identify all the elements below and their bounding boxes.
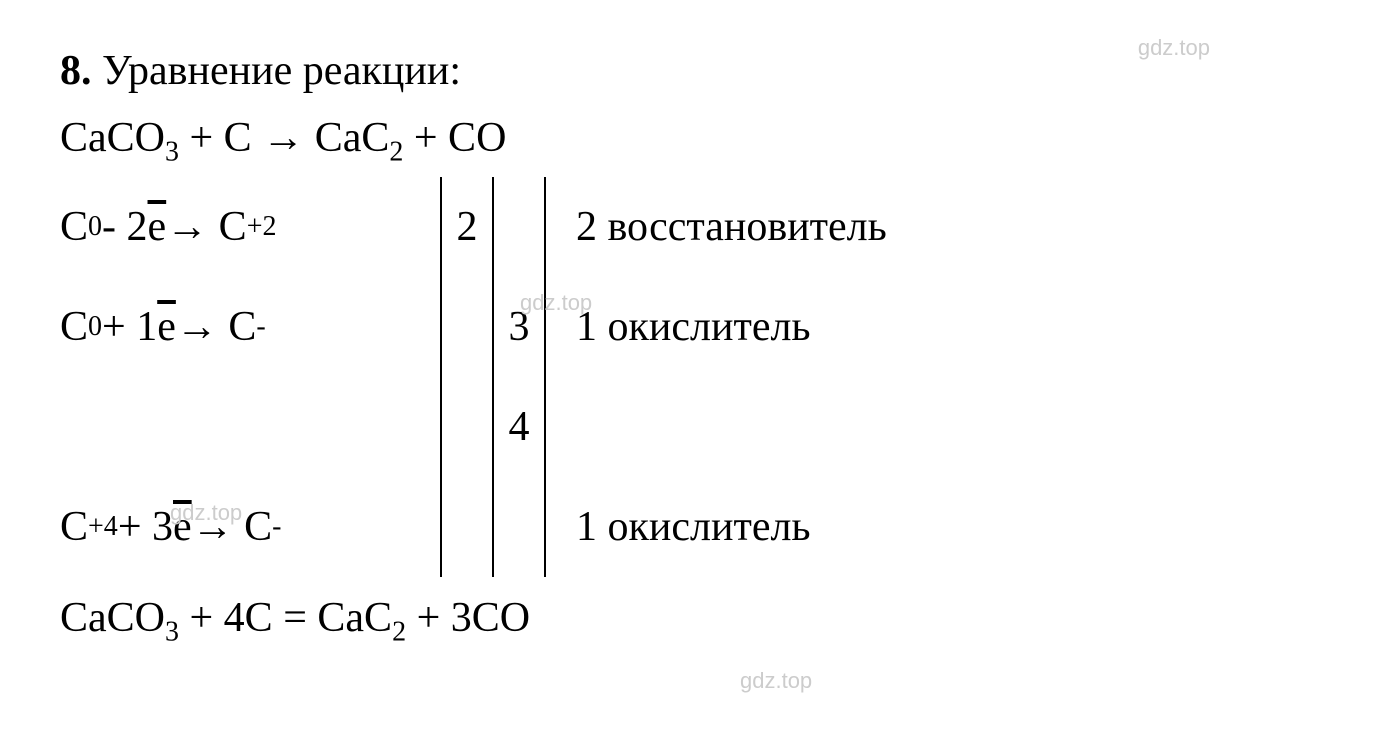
problem-number: 8. [60,48,92,94]
header-title: Уравнение реакции: [102,48,461,94]
balance-col-1: 2 [442,177,492,577]
balance-left-column: C0 - 2e → C+2 C0 + 1e → C- C+4 + 3e → C- [60,177,440,577]
balance-row-3-right [576,377,887,477]
balance-row-2-left: C0 + 1e → C- [60,277,440,377]
factor-4: 1 [576,503,597,551]
col1-row2 [442,277,492,377]
col2-row3: 4 [494,377,544,477]
label-2: окислитель [608,303,811,351]
electron-balance-table: C0 - 2e → C+2 C0 + 1e → C- C+4 + 3e → C-… [60,177,1320,577]
balance-row-1-right: 2 восстановитель [576,177,887,277]
watermark-2: gdz.top [520,290,592,316]
label-4: окислитель [608,503,811,551]
watermark-3: gdz.top [170,500,242,526]
balance-right-column: 2 восстановитель 1 окислитель 1 окислите… [546,177,887,577]
watermark-4: gdz.top [740,668,812,694]
header-line: 8. Уравнение реакции: [60,40,1320,103]
col2-row4 [494,477,544,577]
col2-row1 [494,177,544,277]
col1-row1: 2 [442,177,492,277]
final-equation: CaCO3 + 4C = CaC2 + 3CO [60,587,1320,653]
col1-row4 [442,477,492,577]
initial-equation: CaCO3 + C → CaC2 + CO [60,107,1320,173]
watermark-1: gdz.top [1138,35,1210,61]
balance-row-4-right: 1 окислитель [576,477,887,577]
factor-1: 2 [576,203,597,251]
balance-col-2: 3 4 [494,177,544,577]
balance-row-2-right: 1 окислитель [576,277,887,377]
balance-row-3-left [60,377,440,477]
balance-row-1-left: C0 - 2e → C+2 [60,177,440,277]
label-1: восстановитель [608,203,887,251]
col1-row3 [442,377,492,477]
balance-row-4-left: C+4 + 3e → C- [60,477,440,577]
